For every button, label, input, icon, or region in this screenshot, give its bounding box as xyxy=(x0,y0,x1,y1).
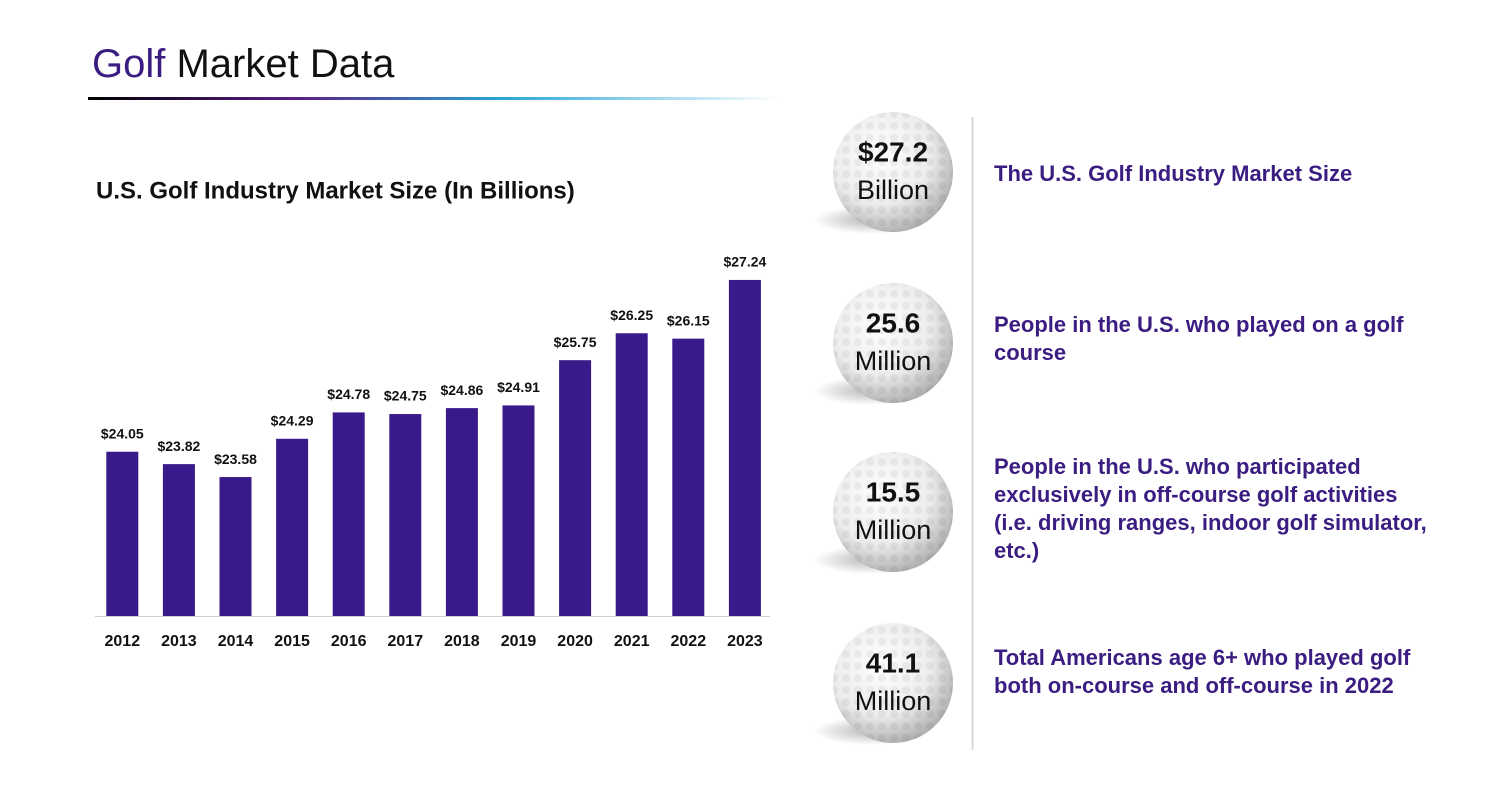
value-label: $23.58 xyxy=(214,451,257,467)
value-label: $24.05 xyxy=(101,425,144,441)
value-label: $27.24 xyxy=(723,254,766,270)
bar xyxy=(559,360,592,616)
value-label: $24.75 xyxy=(384,388,427,404)
golf-ball-dimples xyxy=(833,283,953,403)
value-label: $26.15 xyxy=(667,312,710,328)
bar xyxy=(502,405,535,616)
bar xyxy=(672,338,705,616)
bar xyxy=(106,451,139,616)
x-tick-label: 2016 xyxy=(331,633,367,650)
x-tick-label: 2017 xyxy=(388,633,424,650)
value-label: $26.25 xyxy=(610,307,653,323)
bar xyxy=(276,438,309,616)
stat-unit: Million xyxy=(855,686,932,716)
bar xyxy=(162,464,195,616)
golf-ball-dimples xyxy=(833,112,953,232)
bar xyxy=(332,412,365,616)
value-label: $24.86 xyxy=(440,382,483,398)
title-rest: Market Data xyxy=(176,42,395,86)
golf-ball-dimples xyxy=(833,623,953,743)
stat-description: People in the U.S. who played on a golf … xyxy=(994,312,1404,365)
stat-value: 41.1 xyxy=(866,647,921,678)
bar xyxy=(445,408,478,616)
chart-title: U.S. Golf Industry Market Size (In Billi… xyxy=(96,177,575,204)
value-label: $24.91 xyxy=(497,379,540,395)
bar xyxy=(728,279,761,616)
stat-description: Total Americans age 6+ who played golf b… xyxy=(994,645,1411,698)
stat-description: The U.S. Golf Industry Market Size xyxy=(994,161,1353,186)
page-title: Golf Market Data xyxy=(92,42,395,86)
bar xyxy=(615,333,648,616)
x-tick-label: 2015 xyxy=(274,633,310,650)
x-tick-label: 2022 xyxy=(671,633,707,650)
value-label: $24.29 xyxy=(271,413,314,429)
stat-value: 15.5 xyxy=(866,476,921,507)
x-tick-label: 2013 xyxy=(161,633,197,650)
stat-unit: Billion xyxy=(857,175,929,205)
value-label: $25.75 xyxy=(554,334,597,350)
x-tick-label: 2019 xyxy=(501,633,537,650)
stat-description: People in the U.S. who participated excl… xyxy=(994,454,1427,563)
x-tick-label: 2023 xyxy=(727,633,763,650)
value-label: $24.78 xyxy=(327,386,370,402)
stat-value: 25.6 xyxy=(866,307,921,338)
title-underline xyxy=(88,97,778,100)
bar xyxy=(219,477,252,616)
title-highlight: Golf xyxy=(92,42,166,86)
x-tick-label: 2018 xyxy=(444,633,480,650)
stat-unit: Million xyxy=(855,515,932,545)
x-tick-label: 2020 xyxy=(557,633,593,650)
x-tick-label: 2012 xyxy=(105,633,141,650)
stat-unit: Million xyxy=(855,346,932,376)
stat-value: $27.2 xyxy=(858,136,928,167)
x-tick-label: 2021 xyxy=(614,633,650,650)
x-tick-label: 2014 xyxy=(218,633,254,650)
bar xyxy=(389,414,422,616)
value-label: $23.82 xyxy=(157,438,200,454)
golf-ball-dimples xyxy=(833,452,953,572)
